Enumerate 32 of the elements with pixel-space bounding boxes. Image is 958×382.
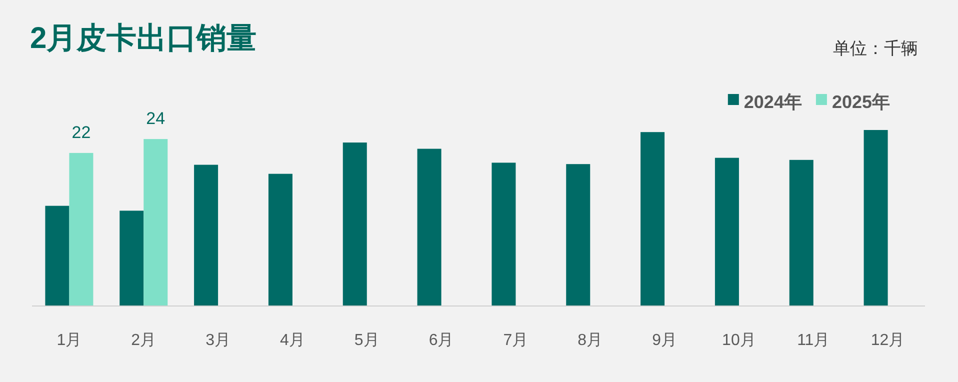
x-tick-label: 4月 <box>280 332 305 349</box>
legend-label: 2025年 <box>832 92 890 112</box>
bar <box>342 142 367 306</box>
bar <box>714 158 739 306</box>
bar <box>864 130 888 306</box>
bar <box>45 206 70 306</box>
x-tick-label: 10月 <box>722 332 756 349</box>
x-tick-label: 12月 <box>870 332 905 349</box>
bar <box>268 174 292 306</box>
x-tick-label: 7月 <box>503 332 528 349</box>
x-tick-label: 11月 <box>797 332 830 349</box>
bar <box>640 132 665 306</box>
x-tick-label: 9月 <box>652 332 677 349</box>
bar <box>120 210 144 306</box>
x-tick-label: 2月 <box>131 332 156 349</box>
x-tick-label: 8月 <box>578 332 603 349</box>
bar <box>566 164 590 306</box>
bar <box>144 139 168 306</box>
bar <box>194 164 218 306</box>
legend-label: 2024年 <box>744 92 802 112</box>
x-tick-label: 6月 <box>428 332 454 349</box>
x-tick-label: 1月 <box>56 332 82 349</box>
bar <box>417 148 442 306</box>
x-tick-label: 3月 <box>206 332 230 349</box>
bar <box>789 160 814 306</box>
chart-title: 2月皮卡出口销量 <box>30 22 257 55</box>
bar <box>69 152 94 306</box>
text: 单位：千辆 <box>833 39 918 58</box>
x-tick-label: 5月 <box>354 332 380 349</box>
data-label: 24 <box>146 109 166 128</box>
data-label: 22 <box>72 122 91 142</box>
bar <box>492 162 516 306</box>
